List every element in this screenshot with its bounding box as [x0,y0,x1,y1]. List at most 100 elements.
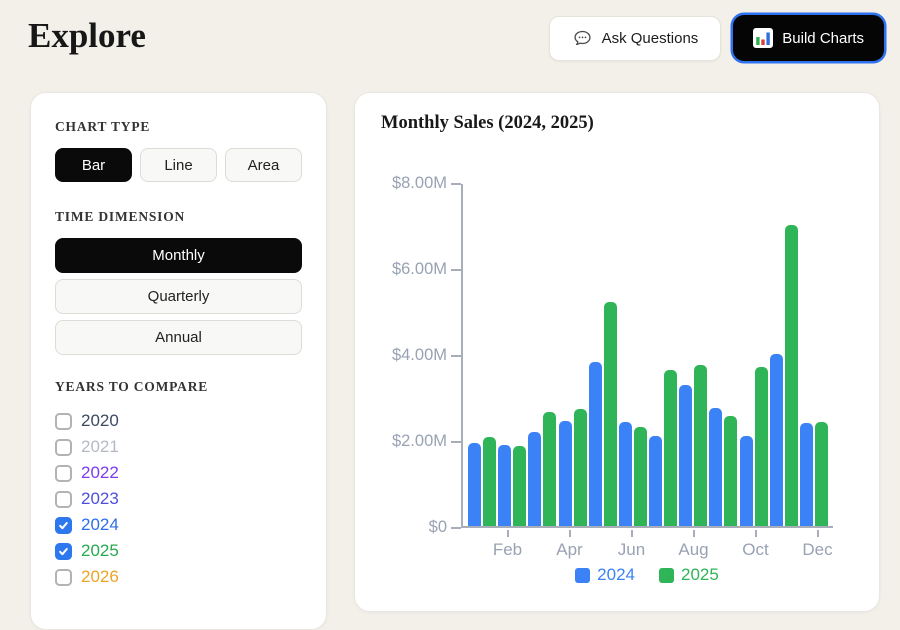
bar-2025-jul [664,370,678,526]
year-checkbox-2020[interactable] [55,412,72,430]
year-row-2020[interactable]: 2020 [55,408,302,434]
year-checkbox-2025[interactable] [55,542,72,560]
chart-type-section-label: CHART TYPE [55,119,151,134]
y-tick-label-8m: $8.00M [391,174,447,192]
years-to-compare-section-label: YEARS TO COMPARE [55,379,209,394]
x-tick-mark-jun [630,530,633,537]
chart-type-option-bar[interactable]: Bar [55,148,132,182]
bar-2025-may [603,302,617,526]
legend-swatch-2025 [659,567,674,583]
chart-type-option-line[interactable]: Line [140,148,217,182]
y-tick-mark-8m [451,183,461,185]
y-tick-mark-6m [451,269,461,271]
build-charts-button[interactable]: Build Charts [733,15,884,61]
time-dimension-option-monthly[interactable]: Monthly [55,238,302,273]
y-tick-label-6m: $6.00M [391,260,447,278]
chart-type-option-area[interactable]: Area [225,148,302,182]
year-row-2023[interactable]: 2023 [55,486,302,512]
page-title: Explore [28,16,146,55]
bar-2024-may [588,362,602,526]
bar-group-aug [679,365,708,526]
year-label-2024: 2024 [81,515,119,534]
time-dimension-option-annual[interactable]: Annual [55,320,302,355]
x-tick-mark-dec [816,530,819,537]
bar-2024-feb [498,445,512,526]
year-label-2026: 2026 [81,567,119,586]
bar-2024-oct [739,436,753,526]
x-tick-label-aug: Aug [678,540,709,559]
year-checkbox-2024[interactable] [55,516,72,534]
x-tick-mark-aug [692,530,695,537]
bar-group-dec [799,422,828,526]
bar-group-mar [528,412,557,526]
legend-swatch-2024 [575,567,591,583]
year-row-2026[interactable]: 2026 [55,564,302,590]
x-tick-label-feb: Feb [492,540,523,559]
year-checkbox-2023[interactable] [55,490,72,508]
x-tick-mark-apr [568,530,571,537]
year-checkbox-2026[interactable] [55,568,72,586]
x-tick-mark-feb [506,530,509,537]
year-checkbox-2021[interactable] [55,438,72,456]
ask-questions-label: Ask Questions [601,29,699,47]
bar-group-feb [498,445,527,526]
year-label-2020: 2020 [81,411,119,430]
year-row-2021[interactable]: 2021 [55,434,302,460]
bar-chart-icon [753,28,774,48]
y-tick-mark-0m [451,527,461,529]
chart-type-options: Bar Line Area [55,148,302,182]
year-row-2024[interactable]: 2024 [55,512,302,538]
y-tick-label-0m: $0 [428,518,447,536]
bar-2024-nov [769,354,783,526]
bar-2024-jun [618,422,632,526]
y-tick-mark-2m [451,441,461,443]
y-tick-label-2m: $2.00M [391,432,447,450]
bar-2024-jan [468,443,481,526]
x-tick-label-oct: Oct [742,540,769,559]
chart-card: Monthly Sales (2024, 2025) 2024 2025 $0 $2… [354,92,880,612]
year-label-2025: 2025 [81,541,119,560]
bar-2025-apr [573,409,587,526]
legend-item-2024[interactable]: 2024 [575,565,635,585]
bar-2025-dec [814,422,828,526]
bar-2025-sep [724,416,738,526]
bar-group-sep [709,408,738,526]
year-label-2022: 2022 [81,463,119,482]
bar-2024-apr [558,421,572,526]
years-to-compare-list: 2020 2021 2022 2023 2024 2025 2026 [55,408,302,590]
y-tick-mark-4m [451,355,461,357]
time-dimension-options: Monthly Quarterly Annual [55,238,302,355]
header-actions: Ask Questions Build Charts [548,15,884,61]
bar-group-oct [739,367,768,526]
year-row-2025[interactable]: 2025 [55,538,302,564]
bar-group-jun [618,422,647,526]
bar-2025-jun [633,427,647,526]
bar-2024-mar [528,432,542,526]
bar-2025-jan [483,437,496,526]
explore-controls-panel: CHART TYPE Bar Line Area TIME DIMENSION Mo… [30,92,327,630]
bar-2025-aug [694,365,708,526]
time-dimension-section-label: TIME DIMENSION [55,209,186,224]
x-tick-label-apr: Apr [556,540,583,559]
time-dimension-option-quarterly[interactable]: Quarterly [55,279,302,314]
bar-group-nov [769,225,798,526]
ask-questions-button[interactable]: Ask Questions [548,15,722,61]
build-charts-label: Build Charts [782,29,864,47]
bar-2024-aug [679,385,693,526]
legend-item-2025[interactable]: 2025 [659,565,719,585]
bar-2025-feb [513,446,527,526]
chart-legend: 2024 2025 [461,565,833,585]
legend-label-2024: 2024 [597,565,635,584]
year-label-2023: 2023 [81,489,119,508]
x-tick-label-jun: Jun [617,540,646,559]
bar-group-jul [649,370,678,526]
year-checkbox-2022[interactable] [55,464,72,482]
year-label-2021: 2021 [81,437,119,456]
bar-2025-nov [784,225,798,526]
chart-plot-area [461,184,833,528]
year-row-2022[interactable]: 2022 [55,460,302,486]
bar-2025-mar [543,412,557,526]
y-tick-label-4m: $4.00M [391,346,447,364]
bar-2024-jul [649,436,663,526]
speech-bubble-icon [572,28,593,49]
